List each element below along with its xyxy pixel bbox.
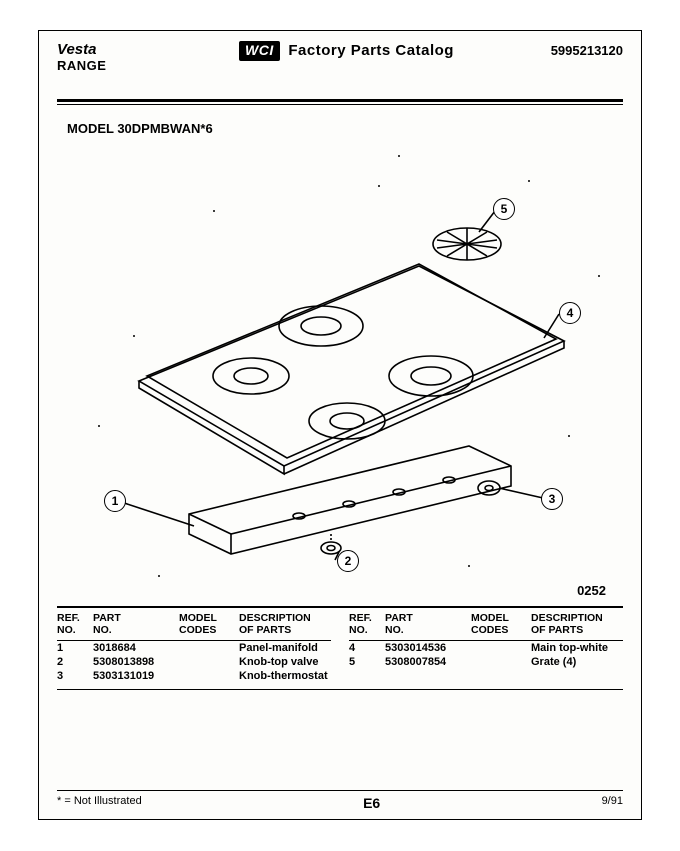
grate-icon [433, 228, 501, 260]
catalog-title-text: Factory Parts Catalog [288, 42, 454, 59]
col-head-ref: REF.NO. [57, 612, 93, 636]
burner-rings [213, 306, 473, 439]
page-footer: * = Not Illustrated E6 9/91 [57, 790, 623, 811]
header: Vesta RANGE WCI Factory Parts Catalog 59… [39, 31, 641, 99]
catalog-title: WCI Factory Parts Catalog [239, 41, 454, 61]
callout-2: 2 [337, 550, 359, 572]
page-frame: Vesta RANGE WCI Factory Parts Catalog 59… [38, 30, 642, 820]
table-row: 13018684Panel-manifold [57, 641, 331, 655]
col-head-desc: DESCRIPTIONOF PARTS [239, 612, 331, 636]
logo-badge: WCI [239, 41, 280, 61]
parts-col-right: REF.NO. PARTNO. MODELCODES DESCRIPTIONOF… [349, 608, 623, 683]
footer-note: * = Not Illustrated [57, 795, 142, 811]
parts-col-left: REF.NO. PARTNO. MODELCODES DESCRIPTIONOF… [57, 608, 331, 683]
col-head-desc: DESCRIPTIONOF PARTS [531, 612, 623, 636]
callout-4: 4 [559, 302, 581, 324]
col-head-model: MODELCODES [179, 612, 239, 636]
model-number: MODEL 30DPMBWAN*6 [39, 105, 641, 136]
callout-5: 5 [493, 198, 515, 220]
table-row: 45303014536Main top-white [349, 641, 623, 655]
main-top-outline [139, 266, 564, 466]
parts-table: REF.NO. PARTNO. MODELCODES DESCRIPTIONOF… [39, 606, 641, 690]
diagram-svg [39, 136, 643, 606]
col-head-part: PARTNO. [385, 612, 471, 636]
callout-3: 3 [541, 488, 563, 510]
table-row: 25308013898Knob-top valve [57, 655, 331, 669]
manifold-panel [189, 446, 511, 554]
table-row: 35303131019Knob-thermostat [57, 669, 331, 683]
table-row: 55308007854Grate (4) [349, 655, 623, 669]
page-number: E6 [363, 795, 380, 811]
header-rule-thick [57, 99, 623, 102]
figure-code: 0252 [577, 583, 606, 598]
callout-1: 1 [104, 490, 126, 512]
document-number: 5995213120 [551, 43, 623, 58]
exploded-diagram: 1 2 3 4 5 0252 [39, 136, 641, 606]
col-head-model: MODELCODES [471, 612, 531, 636]
col-head-ref: REF.NO. [349, 612, 385, 636]
footer-date: 9/91 [602, 795, 623, 811]
col-head-part: PARTNO. [93, 612, 179, 636]
